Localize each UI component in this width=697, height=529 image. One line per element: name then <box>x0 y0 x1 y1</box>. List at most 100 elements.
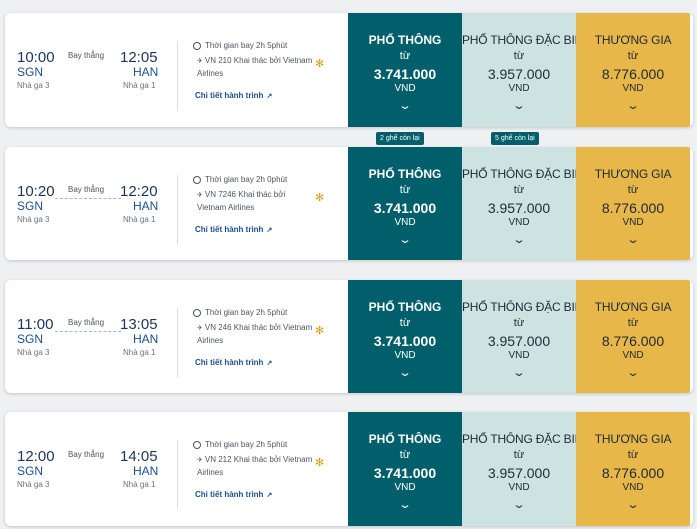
chevron-down-icon[interactable]: ⌄ <box>512 367 526 379</box>
chevron-down-icon[interactable]: ⌄ <box>398 499 412 511</box>
fare-premium-economy-button[interactable]: PHỔ THÔNG ĐẶC BIỆT từ 3.957.000 VND ⌄ <box>462 412 590 526</box>
chevron-down-icon[interactable]: ⌄ <box>626 367 640 379</box>
fare-currency: VND <box>394 350 416 361</box>
flight-type: Bay thẳng <box>68 318 105 327</box>
fare-business-button[interactable]: THƯƠNG GIA từ 8.776.000 VND ⌄ <box>576 13 690 127</box>
itinerary-details-link[interactable]: Chi tiết hành trình ↗ <box>195 490 272 499</box>
flight-card: 12:00 Bay thẳng 14:05 SGN HAN Nhà ga 3 N… <box>5 412 693 526</box>
departure-airport-code: SGN <box>17 65 44 79</box>
fare-business-button[interactable]: THƯƠNG GIA từ 8.776.000 VND ⌄ <box>576 280 690 393</box>
flight-type: Bay thẳng <box>68 185 105 194</box>
divider <box>177 308 178 378</box>
itinerary-details-link[interactable]: Chi tiết hành trình ↗ <box>195 91 272 100</box>
divider <box>177 41 178 111</box>
fare-currency: VND <box>508 83 530 94</box>
fare-from-label: từ <box>627 317 639 329</box>
duration-text: Thời gian bay 2h 5phút <box>205 41 288 50</box>
fare-price: 8.776.000 <box>601 200 665 216</box>
flight-number: ✈ VN 246 Khai thác bởi Vietnam Airlines <box>197 322 315 347</box>
departure-time: 12:00 <box>17 448 55 465</box>
fare-currency: VND <box>508 350 530 361</box>
fare-from-label: từ <box>627 449 639 461</box>
route-line <box>55 331 121 332</box>
arrival-time: 13:05 <box>120 316 158 333</box>
arrival-airport-code: HAN <box>133 464 159 478</box>
departure-time: 10:00 <box>17 49 55 66</box>
flight-card: 11:00 Bay thẳng 13:05 SGN HAN Nhà ga 3 N… <box>5 280 693 393</box>
fare-business-button[interactable]: THƯƠNG GIA từ 8.776.000 VND ⌄ <box>576 147 690 260</box>
arrival-time: 12:05 <box>120 49 158 66</box>
arrival-terminal: Nhà ga 1 <box>123 81 156 90</box>
flight-info-panel: 10:20 Bay thẳng 12:20 SGN HAN Nhà ga 3 N… <box>5 147 348 260</box>
itinerary-details-label: Chi tiết hành trình <box>195 225 264 234</box>
fare-currency: VND <box>622 350 644 361</box>
itinerary-details-link[interactable]: Chi tiết hành trình ↗ <box>195 225 272 234</box>
itinerary-details-label: Chi tiết hành trình <box>195 91 264 100</box>
chevron-down-icon[interactable]: ⌄ <box>512 499 526 511</box>
external-link-icon: ↗ <box>266 93 273 100</box>
fare-premium-economy-button[interactable]: PHỔ THÔNG ĐẶC BIỆT từ 3.957.000 VND ⌄ <box>462 280 590 393</box>
fare-price: 3.741.000 <box>373 333 437 349</box>
fare-currency: VND <box>394 217 416 228</box>
flight-duration: Thời gian bay 2h 5phút <box>193 440 287 449</box>
departure-terminal: Nhà ga 3 <box>17 81 50 90</box>
fare-class-name: THƯƠNG GIA <box>594 33 672 47</box>
departure-terminal: Nhà ga 3 <box>17 215 50 224</box>
departure-terminal: Nhà ga 3 <box>17 480 50 489</box>
fare-premium-economy-button[interactable]: PHỔ THÔNG ĐẶC BIỆT từ 3.957.000 VND ⌄ <box>462 147 590 260</box>
fare-currency: VND <box>622 217 644 228</box>
fare-from-label: từ <box>399 184 411 196</box>
external-link-icon: ↗ <box>266 360 273 367</box>
departure-airport-code: SGN <box>17 199 44 213</box>
fare-economy-button[interactable]: PHỔ THÔNG từ 3.741.000 VND ⌄ <box>348 13 462 127</box>
chevron-down-icon[interactable]: ⌄ <box>626 499 640 511</box>
fare-currency: VND <box>508 217 530 228</box>
chevron-down-icon[interactable]: ⌄ <box>398 367 412 379</box>
airplane-icon: ✈ <box>197 457 203 464</box>
itinerary-details-label: Chi tiết hành trình <box>195 358 264 367</box>
flight-info-panel: 11:00 Bay thẳng 13:05 SGN HAN Nhà ga 3 N… <box>5 280 348 393</box>
departure-time: 10:20 <box>17 183 55 200</box>
clock-icon <box>193 440 201 449</box>
arrival-time: 12:20 <box>120 183 158 200</box>
clock-icon <box>193 175 201 184</box>
fare-currency: VND <box>508 482 530 493</box>
fare-economy-button[interactable]: PHỔ THÔNG từ 3.741.000 VND ⌄ <box>348 280 462 393</box>
chevron-down-icon[interactable]: ⌄ <box>626 234 640 246</box>
fare-class-name: THƯƠNG GIA <box>594 432 672 446</box>
fare-price: 3.957.000 <box>487 66 551 82</box>
fare-class-name: THƯƠNG GIA <box>594 167 672 181</box>
fare-business-button[interactable]: THƯƠNG GIA từ 8.776.000 VND ⌄ <box>576 412 690 526</box>
arrival-terminal: Nhà ga 1 <box>123 480 156 489</box>
lotus-logo-icon: ✻ <box>315 192 325 204</box>
arrival-airport-code: HAN <box>133 65 159 79</box>
chevron-down-icon[interactable]: ⌄ <box>512 234 526 246</box>
fare-economy-button[interactable]: PHỔ THÔNG từ 3.741.000 VND ⌄ <box>348 412 462 526</box>
flight-number-text: VN 210 Khai thác bởi Vietnam Airlines <box>197 56 313 78</box>
clock-icon <box>193 41 201 50</box>
fare-currency: VND <box>622 482 644 493</box>
chevron-down-icon[interactable]: ⌄ <box>626 100 640 112</box>
flight-info-panel: 12:00 Bay thẳng 14:05 SGN HAN Nhà ga 3 N… <box>5 412 348 526</box>
fare-economy-button[interactable]: PHỔ THÔNG từ 3.741.000 VND ⌄ <box>348 147 462 260</box>
flight-type: Bay thẳng <box>68 51 105 60</box>
flight-number: ✈ VN 212 Khai thác bởi Vietnam Airlines <box>197 454 315 479</box>
chevron-down-icon[interactable]: ⌄ <box>398 100 412 112</box>
clock-icon <box>193 308 201 317</box>
airplane-icon: ✈ <box>197 58 203 65</box>
fare-from-label: từ <box>513 184 525 196</box>
itinerary-details-link[interactable]: Chi tiết hành trình ↗ <box>195 358 272 367</box>
fare-price: 8.776.000 <box>601 465 665 481</box>
chevron-down-icon[interactable]: ⌄ <box>398 234 412 246</box>
fare-premium-economy-button[interactable]: PHỔ THÔNG ĐẶC BIỆT từ 3.957.000 VND ⌄ <box>462 13 590 127</box>
arrival-time: 14:05 <box>120 448 158 465</box>
arrival-terminal: Nhà ga 1 <box>123 215 156 224</box>
arrival-airport-code: HAN <box>133 199 159 213</box>
flight-duration: Thời gian bay 2h 5phút <box>193 308 287 317</box>
flight-card: 10:00 Bay thẳng 12:05 SGN HAN Nhà ga 3 N… <box>5 13 693 127</box>
external-link-icon: ↗ <box>266 227 273 234</box>
seats-left-badge: 2 ghế còn lại <box>376 132 424 145</box>
lotus-logo-icon: ✻ <box>315 457 325 469</box>
chevron-down-icon[interactable]: ⌄ <box>512 100 526 112</box>
fare-price: 3.741.000 <box>373 66 437 82</box>
